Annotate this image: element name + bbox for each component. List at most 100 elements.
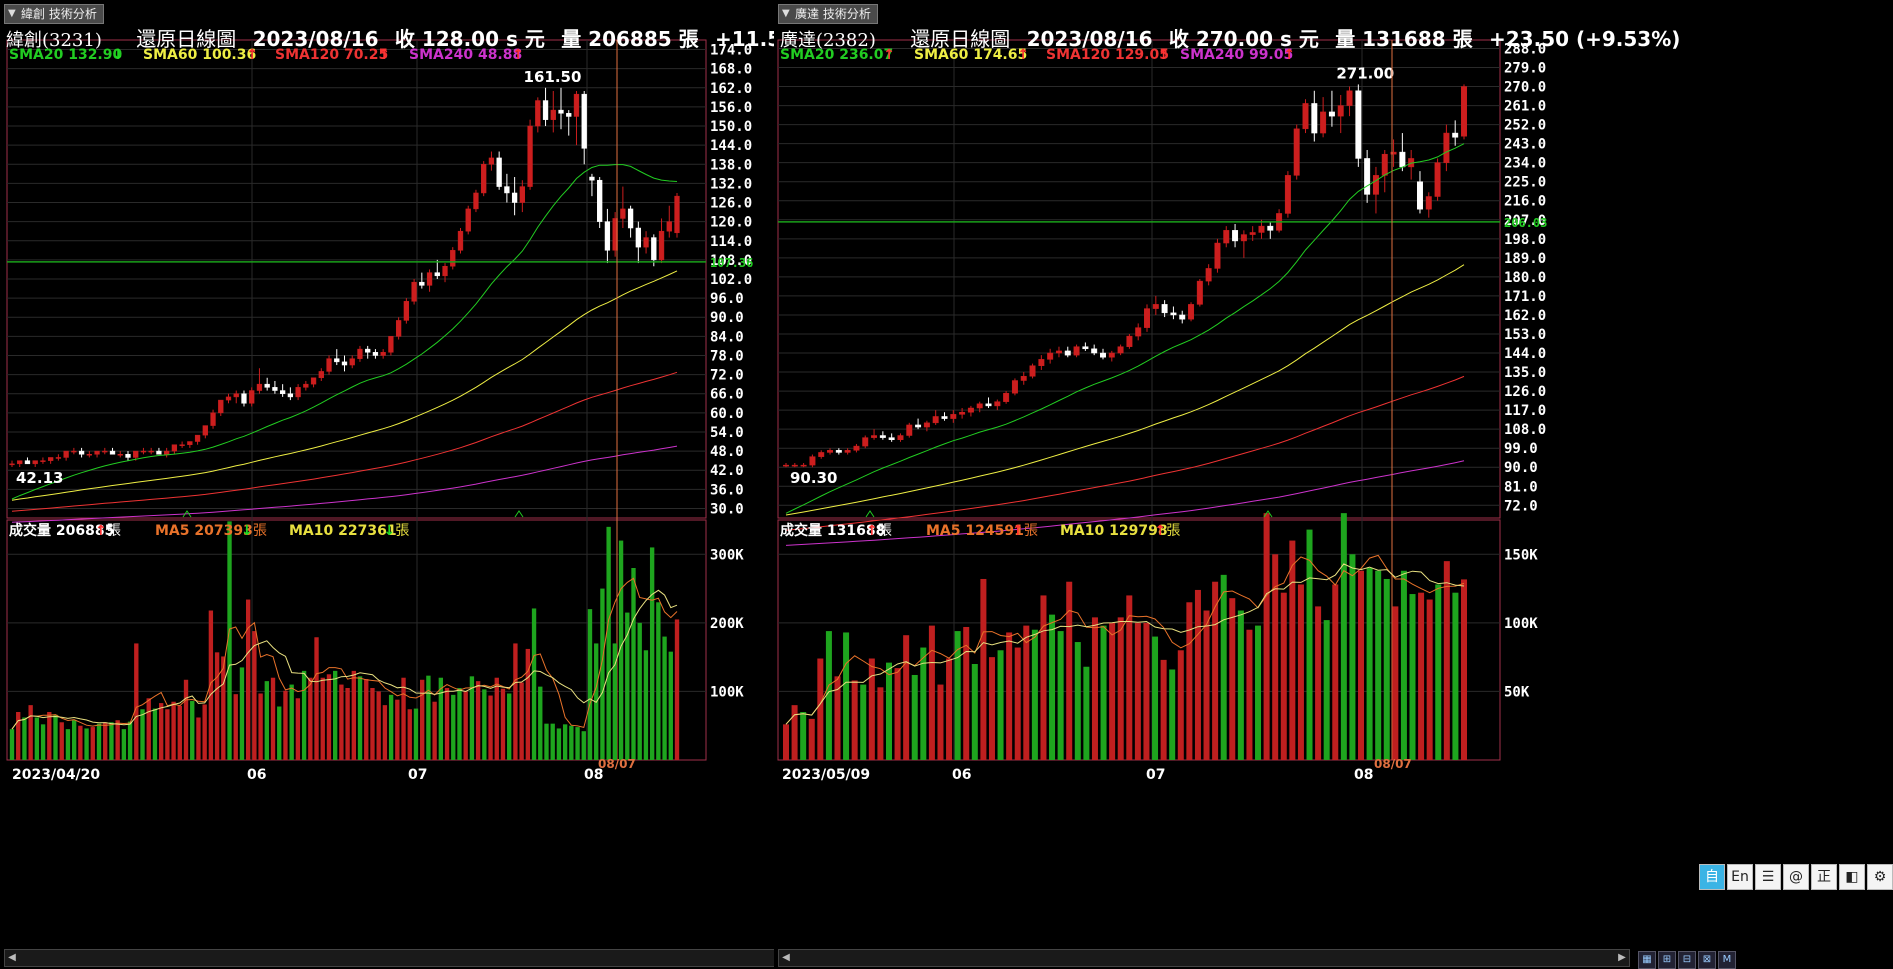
volume-bar [364,679,369,760]
reference-line-label: 206.03 [1504,216,1547,230]
candle-body [959,411,966,415]
volume-bar [1109,622,1116,760]
y-tick-label: 144.0 [1504,346,1546,362]
y-tick-label: 126.0 [710,196,752,212]
volume-bar [1315,606,1322,760]
candle-body [94,450,100,455]
candle-body [666,221,672,232]
candle-body [1020,376,1027,381]
volume-bar [146,698,151,760]
y-tick-label: 162.0 [1504,308,1546,324]
candle-body [527,125,533,187]
volume-bar [1426,599,1433,760]
trend-arrow-icon: ↑ [1158,47,1170,63]
candle-body [1337,105,1344,117]
horizontal-scrollbar[interactable]: ◀ ▶ [4,949,826,967]
y-tick-label: 48.0 [710,444,744,460]
volume-bar [525,648,531,760]
scroll-left-icon[interactable]: ◀ [782,952,790,963]
candle-body [218,399,224,414]
candle-body [395,320,402,337]
tab-menu-icon[interactable]: ▼ [782,8,790,19]
volume-bar [351,670,356,760]
volume-bar [245,599,251,760]
candle-body [783,464,789,467]
volume-bar [115,720,120,760]
x-tick-label: 08/07 [598,757,636,771]
candle-body [419,281,425,286]
volume-bar [800,712,807,760]
candle-body [249,390,255,404]
reference-line-label: 107.36 [710,256,753,270]
candle-body [326,358,332,372]
candle-body [133,450,139,458]
ime-english-button[interactable]: En [1727,864,1753,890]
candle-body [1196,280,1203,305]
volume-bar [438,677,444,760]
candle-body [71,450,77,453]
candlestick-chart-svg[interactable]: 288.0 279.0 270.0 261.0 252.0 243.0 234.0 225.0… [774,0,1893,969]
volume-bar [612,643,618,760]
marker-icon [182,510,192,518]
low-price-label: 42.13 [16,469,63,487]
ime-settings-icon[interactable]: ⚙ [1867,864,1893,890]
scroll-right-icon[interactable]: ▶ [1618,952,1626,963]
ime-menu-icon[interactable]: ☰ [1755,864,1781,890]
candlestick-chart-svg[interactable]: 174.0 168.0 162.0 156.0 150.0 144.0 138.0 132.0… [0,0,932,969]
zoom-in-icon[interactable]: ⊞ [1658,951,1676,969]
volume-bar [475,681,481,760]
volume-bar [791,705,798,760]
volume-bar [1306,529,1313,760]
ime-layout-icon[interactable]: ◧ [1839,864,1865,890]
volume-bar [1280,592,1287,760]
volume-bar [1392,606,1399,760]
tab-menu-icon[interactable]: ▼ [8,8,16,19]
calendar-icon[interactable]: ▦ [1638,951,1656,969]
trend-arrow-icon: ↑ [1017,47,1029,63]
volume-bar [270,677,276,760]
x-tick-label: 2023/05/09 [782,767,870,783]
volume-bar [444,688,450,760]
ime-at-icon[interactable]: @ [1783,864,1809,890]
x-tick-label: 06 [247,767,266,783]
volume-bar [165,709,170,760]
volume-bar [357,676,363,760]
scroll-left-icon[interactable]: ◀ [8,952,16,963]
candle-body [1232,230,1239,242]
volume-legend-label: MA5 207393 [155,523,253,539]
candle-body [1179,314,1186,320]
candle-body [210,412,216,426]
volume-bar [1246,629,1253,760]
trend-arrow-icon: ↑ [246,47,258,63]
sma-legend-label: SMA20 132.90 [9,47,122,63]
volume-bar [9,729,15,760]
candle-body [194,434,201,442]
candle-body [879,435,886,438]
volume-bar [1049,614,1056,760]
candle-body [457,230,464,251]
candle-body [279,390,286,394]
chart-tab-title[interactable]: ▼ 緯創 技術分析 [4,4,104,24]
volume-bar [1409,594,1416,760]
candle-body [156,450,162,455]
ime-auto-button[interactable]: 自 [1699,864,1725,890]
chart-tab-title[interactable]: ▼ 廣達 技術分析 [778,4,878,24]
candle-body [388,336,394,353]
candle-body [1055,350,1062,354]
mode-icon[interactable]: M [1718,951,1736,969]
volume-bar [507,693,512,760]
x-tick-label: 08 [1354,767,1373,783]
volume-bar [177,705,182,760]
y-tick-label: 135.0 [1504,365,1546,381]
horizontal-scrollbar[interactable]: ◀ ▶ [778,949,1630,967]
fit-icon[interactable]: ⊠ [1698,951,1716,969]
volume-bar [22,717,27,760]
candle-body [809,456,816,466]
zoom-out-icon[interactable]: ⊟ [1678,951,1696,969]
trend-arrow-icon: ↓ [112,47,124,63]
volume-bar [928,625,935,760]
candle-body [1091,348,1098,354]
candle-body [241,393,247,404]
ime-traditional-button[interactable]: 正 [1811,864,1837,890]
volume-bar [221,656,226,760]
